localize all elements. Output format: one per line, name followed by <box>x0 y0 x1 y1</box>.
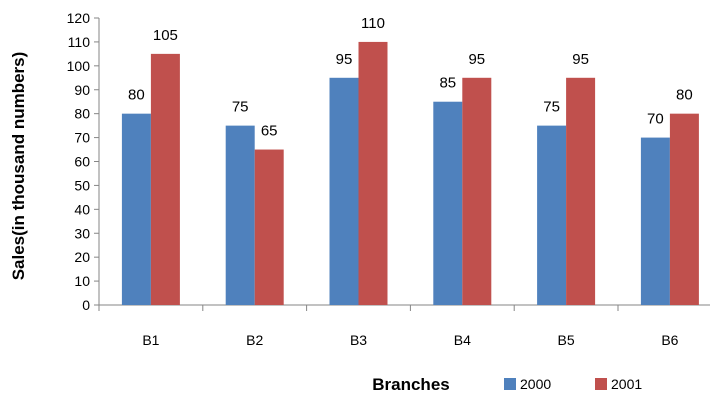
data-label: 95 <box>468 51 485 68</box>
bar-b5-2000 <box>537 125 567 305</box>
y-tick-label: 60 <box>74 154 90 170</box>
bar-b2-2001 <box>254 149 284 305</box>
y-tick-label: 100 <box>67 58 91 74</box>
data-label: 80 <box>128 87 145 104</box>
bar-b6-2001 <box>669 113 699 306</box>
y-tick-label: 10 <box>74 273 90 289</box>
x-tick-label: B4 <box>454 332 471 348</box>
data-label: 75 <box>543 99 560 116</box>
data-labels: 80 105 75 65 95 110 85 95 75 95 70 80 <box>128 15 693 140</box>
bar-b4-2001 <box>462 77 492 306</box>
legend-label-2000: 2000 <box>520 376 551 392</box>
y-axis: 0 10 20 30 40 50 60 70 80 90 100 110 120 <box>67 10 100 313</box>
y-tick-label: 90 <box>74 82 90 98</box>
x-tick-label: B3 <box>350 332 367 348</box>
y-tick-label: 70 <box>74 130 90 146</box>
data-label: 85 <box>439 75 456 92</box>
data-label: 95 <box>572 51 589 68</box>
data-label: 110 <box>361 15 385 32</box>
y-tick-label: 110 <box>68 34 91 50</box>
bars <box>121 41 699 306</box>
x-tick-label: B2 <box>246 332 263 348</box>
bar-b5-2001 <box>566 77 596 306</box>
y-axis-title: Sales(in thousand numbers) <box>9 52 28 281</box>
y-tick-label: 120 <box>67 10 91 26</box>
x-axis: B1 B2 B3 B4 B5 B6 <box>98 304 710 348</box>
y-tick-label: 80 <box>74 106 90 122</box>
x-axis-title: Branches <box>372 375 449 394</box>
y-tick-label: 0 <box>82 297 90 313</box>
x-tick-label: B5 <box>558 332 575 348</box>
y-tick-label: 50 <box>74 177 90 193</box>
legend-label-2001: 2001 <box>611 376 642 392</box>
bar-b3-2001 <box>358 41 388 306</box>
data-label: 80 <box>676 87 693 104</box>
legend: 2000 2001 <box>504 376 642 392</box>
bar-b1-2000 <box>121 113 151 306</box>
y-tick-label: 20 <box>74 249 90 265</box>
data-label: 95 <box>336 51 353 68</box>
y-tick-label: 30 <box>74 225 90 241</box>
legend-swatch-2000 <box>504 378 516 390</box>
bar-b3-2000 <box>329 77 359 306</box>
legend-swatch-2001 <box>595 378 607 390</box>
data-label: 70 <box>647 111 664 128</box>
bar-b4-2000 <box>433 101 463 305</box>
x-tick-label: B1 <box>142 332 159 348</box>
x-tick-label: B6 <box>661 332 678 348</box>
y-tick-label: 40 <box>74 201 90 217</box>
data-label: 105 <box>153 27 178 44</box>
bar-b1-2001 <box>150 53 180 305</box>
bar-b6-2000 <box>640 137 670 305</box>
data-label: 75 <box>232 99 249 116</box>
bar-b2-2000 <box>225 125 255 305</box>
data-label: 65 <box>261 123 278 140</box>
